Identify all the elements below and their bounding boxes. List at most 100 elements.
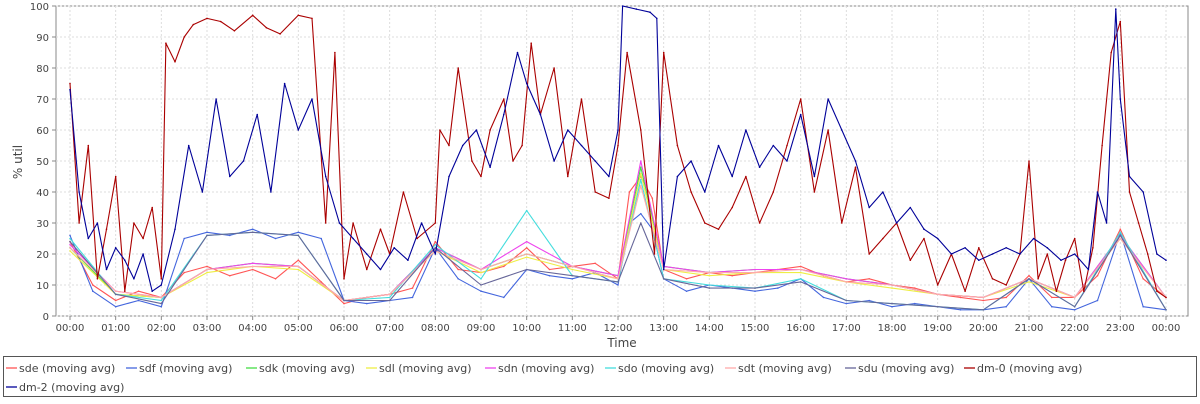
data-point-sdu <box>69 240 71 243</box>
data-point-dm-0 <box>1083 290 1085 293</box>
data-point-dm-2 <box>96 222 99 224</box>
data-point-dm-2 <box>242 160 245 162</box>
data-point-dm-2 <box>950 253 953 255</box>
data-point-dm-0 <box>608 197 610 199</box>
data-point-dm-0 <box>704 222 706 224</box>
data-point-dm-0 <box>434 222 437 224</box>
data-point-dm-2 <box>420 222 423 224</box>
data-point-dm-2 <box>617 129 619 131</box>
data-point-sdu <box>343 299 345 302</box>
data-point-sdf <box>685 290 688 293</box>
data-point-sdt <box>480 268 482 271</box>
data-point-sdf <box>274 237 277 240</box>
legend-label: sdt (moving avg) <box>738 362 832 375</box>
series-lines <box>69 5 1167 311</box>
data-point-dm-0 <box>882 237 884 240</box>
data-point-dm-0 <box>991 278 994 280</box>
data-point-sdu <box>662 278 665 280</box>
data-point-sdl <box>297 268 300 271</box>
data-point-dm-2 <box>991 253 994 255</box>
data-point-dm-0 <box>142 237 144 240</box>
x-tick-label: 02:00 <box>147 323 176 334</box>
data-point-sde <box>868 278 870 280</box>
data-point-dm-0 <box>553 67 555 69</box>
data-point-sdu <box>799 281 802 283</box>
data-point-sdf <box>480 290 482 293</box>
data-point-dm-0 <box>1119 20 1122 23</box>
x-tick-label: 19:00 <box>923 323 952 334</box>
data-point-sdf <box>845 302 848 305</box>
data-point-dm-0 <box>105 228 108 230</box>
data-point-dm-2 <box>379 268 382 271</box>
data-point-dm-2 <box>1073 253 1076 255</box>
data-point-dm-2 <box>124 259 126 262</box>
data-point-dm-2 <box>311 98 313 100</box>
data-point-sdt <box>799 268 802 271</box>
data-point-dm-2 <box>105 268 108 271</box>
data-point-sde <box>628 191 631 193</box>
data-point-dm-2 <box>786 160 788 162</box>
data-point-dm-0 <box>530 42 532 44</box>
data-point-dm-2 <box>621 5 624 7</box>
y-tick-label: 100 <box>30 2 49 13</box>
data-point-dm-2 <box>256 113 259 116</box>
x-tick-label: 17:00 <box>832 323 861 334</box>
axes: 0 10 20 30 40 50 60 70 80 90 100 00:00 01:00 02:00 03:… <box>30 2 1181 334</box>
data-point-sdl <box>1028 281 1030 283</box>
data-point-dm-2 <box>656 17 658 20</box>
data-point-dm-0 <box>124 290 126 293</box>
data-point-sdo <box>434 243 437 246</box>
data-point-dm-2 <box>1128 175 1131 178</box>
data-point-dm-0 <box>1055 290 1058 293</box>
data-point-sde <box>685 278 688 280</box>
legend-box <box>3 356 1197 397</box>
data-point-dm-0 <box>160 278 163 280</box>
data-point-dm-2 <box>201 191 204 193</box>
data-point-dm-2 <box>338 222 341 224</box>
data-point-dm-2 <box>174 228 176 230</box>
data-point-dm-0 <box>580 98 583 100</box>
data-point-dm-2 <box>270 191 272 193</box>
data-point-dm-2 <box>324 175 327 178</box>
data-point-sde <box>297 259 300 262</box>
data-point-dm-0 <box>521 144 523 147</box>
data-point-dm-2 <box>923 228 925 230</box>
data-point-sdu <box>1119 234 1122 237</box>
data-point-dm-2 <box>704 191 706 193</box>
y-axis-title: % util <box>11 145 25 179</box>
data-point-dm-2 <box>1115 8 1117 10</box>
data-point-dm-2 <box>594 160 596 162</box>
data-point-sdf <box>411 296 414 299</box>
legend-label: sdn (moving avg) <box>498 362 594 375</box>
x-tick-label: 22:00 <box>1060 323 1089 334</box>
data-point-sdf <box>959 309 962 311</box>
data-point-sdt <box>617 278 619 280</box>
data-point-sdf <box>1142 305 1144 308</box>
y-tick-label: 20 <box>36 250 49 261</box>
data-point-sdl <box>206 271 208 274</box>
data-point-sdf <box>777 287 779 289</box>
data-point-dm-0 <box>731 206 733 209</box>
data-point-dm-2 <box>133 278 135 280</box>
data-point-dm-2 <box>662 268 665 271</box>
data-point-sdt <box>297 265 300 268</box>
data-point-sdk <box>640 166 642 168</box>
data-point-dm-0 <box>841 222 843 224</box>
data-point-sdu <box>617 281 619 283</box>
data-point-dm-0 <box>1005 284 1007 286</box>
data-point-sdo <box>708 284 711 286</box>
data-point-sdl <box>480 271 482 274</box>
data-point-dm-2 <box>553 160 555 162</box>
data-point-dm-2 <box>489 166 491 168</box>
data-point-dm-2 <box>393 247 396 249</box>
data-point-dm-2 <box>151 290 153 293</box>
data-point-sdu <box>297 234 300 237</box>
data-point-dm-0 <box>334 51 336 54</box>
data-point-dm-0 <box>1146 253 1149 255</box>
data-point-sdf <box>822 296 825 299</box>
data-point-sde <box>343 302 345 305</box>
x-tick-label: 13:00 <box>649 323 678 334</box>
data-point-sdt <box>1073 296 1076 299</box>
data-point-sdl <box>640 172 642 175</box>
data-point-dm-2 <box>841 129 843 131</box>
